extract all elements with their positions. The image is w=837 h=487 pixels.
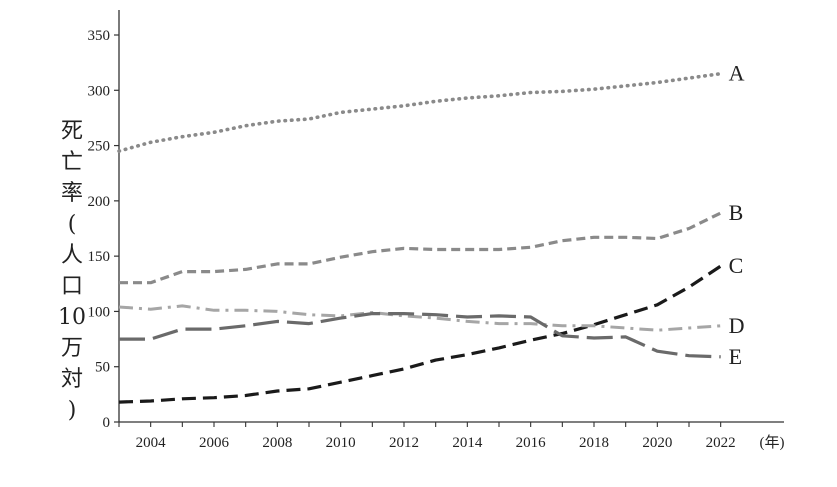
y-tick-label: 0 [103, 415, 111, 431]
y-axis-label-part: 口 [60, 274, 83, 299]
series-label-A: A [729, 61, 745, 86]
series-line-C [118, 264, 722, 404]
y-tick-label: 350 [88, 28, 111, 44]
x-tick-label: 2014 [452, 435, 483, 451]
y-axis-label-part: 対 [60, 367, 83, 392]
y-tick-label: 50 [95, 360, 110, 376]
y-axis-label-part: 10 [58, 305, 86, 330]
y-tick-label: 200 [88, 194, 111, 210]
series-line-B [119, 211, 722, 285]
x-tick-label: 2012 [389, 435, 419, 451]
series-labels: A B C DE [729, 61, 745, 369]
y-tick-label: 250 [88, 139, 111, 155]
y-tick-label: 100 [88, 304, 111, 320]
series-line-A [117, 71, 723, 153]
x-tick-label: 2006 [199, 435, 230, 451]
x-tick-label: 2004 [136, 435, 167, 451]
y-tick-label: 300 [88, 83, 111, 99]
axes: 0 50 100 150 200 250 300 350 2004 2006 2008 2010 201… [88, 10, 785, 451]
y-axis-label-part: ) [67, 398, 77, 423]
x-tick-label: 2020 [642, 435, 672, 451]
series-line-E [119, 312, 721, 359]
x-tick-label: 2018 [579, 435, 609, 451]
x-tick-label: 2010 [326, 435, 356, 451]
y-axis-label-part: 率 [60, 181, 83, 206]
y-axis-label-part: ( [67, 212, 77, 237]
y-axis-label-part: 人 [60, 243, 83, 268]
series-lines [117, 71, 723, 404]
y-axis-label-part: 亡 [60, 150, 83, 175]
series-label-D: D [729, 313, 745, 338]
x-axis-unit: (年) [760, 434, 785, 451]
y-axis-label-part: 万 [60, 336, 83, 361]
series-label-E: E [729, 344, 742, 369]
x-tick-label: 2022 [706, 435, 736, 451]
series-label-B: B [729, 200, 744, 225]
series-line-D [118, 304, 721, 332]
y-axis-label-part: 死 [60, 119, 83, 144]
y-tick-label: 150 [88, 249, 111, 265]
x-tick-label: 2016 [516, 435, 547, 451]
x-tick-label: 2008 [262, 435, 292, 451]
series-label-C: C [729, 253, 744, 278]
y-axis-label: 死亡率 ( 人口 10 万対) [52, 116, 92, 426]
